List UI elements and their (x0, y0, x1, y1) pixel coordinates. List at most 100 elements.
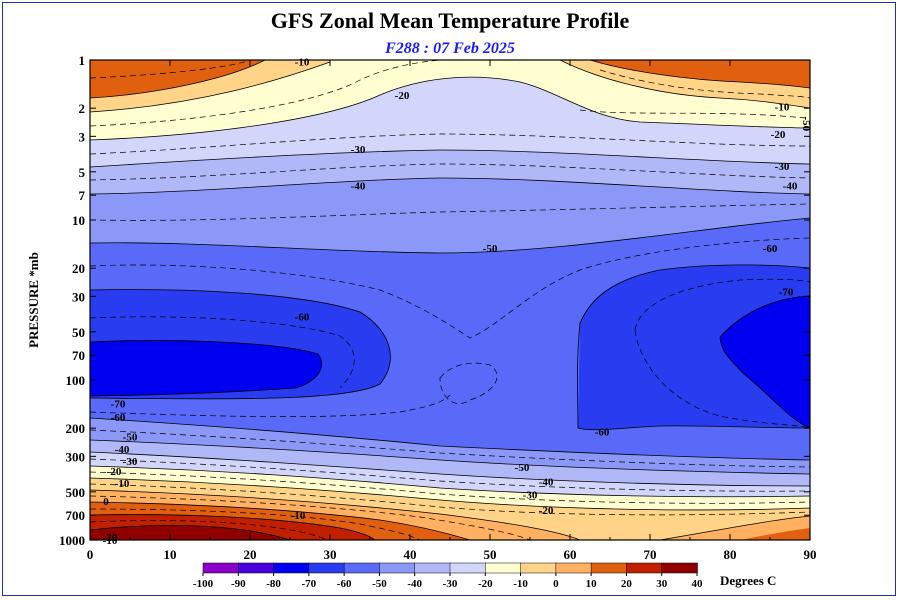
contour-label: -20 (395, 90, 410, 102)
y-tick-label: 2 (79, 101, 86, 116)
colorbar-swatch (626, 562, 663, 574)
colorbar-tick-label: -30 (443, 578, 458, 590)
y-tick-label: 50 (72, 325, 85, 340)
band-warm-top-left (90, 60, 265, 98)
contour-line (90, 451, 810, 487)
dashed-line (439, 362, 498, 404)
dashed-line (90, 429, 810, 468)
dashed-line (90, 60, 441, 127)
contour-line (90, 217, 810, 254)
y-tick-label: 3 (79, 129, 86, 144)
dashed-line (634, 329, 810, 429)
y-tick-label: 500 (66, 485, 86, 500)
contour-lines (90, 60, 810, 540)
colorbar-swatch (520, 562, 557, 574)
contour-label: -60 (595, 427, 610, 439)
colorbar: -100 -90 -80 -70 -60 -50 -40 -30 -20 -10 0 10 20 30 40 (193, 562, 704, 590)
contour-label: -30 (123, 456, 138, 468)
colorbar-swatch (238, 562, 275, 574)
contour-line (589, 60, 810, 89)
contour-label: -10 (103, 535, 118, 547)
band-colder-left (90, 340, 322, 396)
colorbar-tick-label: -40 (407, 578, 422, 590)
x-tick-label: 10 (164, 547, 177, 562)
contour-line (90, 61, 331, 113)
x-axis: 0 10 20 30 40 50 60 70 80 90 (87, 60, 817, 562)
colorbar-swatch (343, 562, 381, 574)
y-tick-label: 30 (72, 289, 85, 304)
dashed-line (90, 60, 251, 79)
x-tick-label: 90 (804, 547, 817, 562)
contour-line (90, 477, 810, 511)
contour-label: -50 (515, 462, 530, 474)
dashed-line (579, 109, 810, 119)
dashed-line (90, 163, 810, 181)
contour-label: -30 (775, 161, 790, 173)
contour-label: -10 (775, 101, 790, 113)
contour-label: -20 (103, 532, 118, 544)
colorbar-tick-label: 20 (621, 578, 633, 590)
contour-line (90, 289, 391, 400)
dashed-line (599, 69, 810, 99)
band-colder-right (720, 296, 810, 428)
dashed-line (634, 278, 810, 331)
x-tick-label: 0 (87, 547, 94, 562)
colorbar-label: Degrees C (720, 573, 776, 588)
colorbar-swatch (273, 562, 310, 574)
contour-line (90, 525, 291, 540)
band-warm-top-right (590, 60, 810, 88)
y-axis: 1 2 3 5 7 10 20 30 50 70 100 200 300 500 700 1000 (59, 53, 810, 548)
contour-line (719, 295, 810, 338)
contour-label: -60 (111, 412, 126, 424)
x-tick-label: 60 (564, 547, 577, 562)
dashed-line (90, 316, 355, 389)
contour-line (719, 336, 810, 429)
colorbar-tick-label: 0 (553, 578, 559, 590)
colorbar-swatch (449, 562, 487, 574)
contour-label: -50 (800, 116, 812, 131)
x-tick-label: 40 (404, 547, 417, 562)
contour-label: -20 (107, 466, 122, 478)
band-low-40-30 (90, 525, 290, 540)
y-tick-label: 5 (79, 165, 86, 180)
colorbar-tick-label: 10 (586, 578, 598, 590)
contour-line (90, 177, 810, 195)
band-low-20-10-right (740, 528, 810, 540)
colorbar-tick-label: -80 (266, 578, 281, 590)
contour-label: -70 (779, 287, 794, 299)
dashed-line (90, 508, 421, 540)
contour-label: -10 (115, 478, 130, 490)
y-tick-label: 100 (66, 373, 86, 388)
colorbar-tick-label: -50 (372, 578, 387, 590)
chart-subtitle: F288 : 07 Feb 2025 (384, 40, 515, 57)
dashed-line (90, 394, 451, 417)
colorbar-swatch (661, 562, 698, 574)
dashed-line (90, 483, 810, 516)
contour-label: -20 (539, 505, 554, 517)
contour-line (659, 515, 810, 540)
colorbar-tick-label: -10 (513, 578, 528, 590)
colorbar-tick-label: 30 (656, 578, 668, 590)
y-tick-label: 300 (66, 449, 86, 464)
contour-label: -50 (483, 243, 498, 255)
colorbar-tick-label: -90 (231, 578, 246, 590)
colorbar-tick-label: 40 (692, 578, 704, 590)
dashed-line (90, 495, 531, 540)
contour-line (90, 340, 322, 397)
contour-line (90, 60, 266, 99)
contour-label: -40 (539, 476, 554, 488)
colorbar-tick-label: -60 (337, 578, 352, 590)
contour-line (579, 264, 810, 324)
contour-label: -50 (123, 431, 138, 443)
contour-line (90, 149, 810, 168)
contour-line (90, 465, 810, 498)
contour-line (90, 76, 810, 141)
colorbar-swatch (555, 562, 592, 574)
band-cold-right (578, 264, 810, 430)
y-tick-label: 7 (79, 188, 86, 203)
contour-line (90, 501, 471, 540)
dashed-line (90, 520, 331, 540)
y-tick-label: 70 (72, 348, 85, 363)
contour-line (577, 322, 810, 431)
